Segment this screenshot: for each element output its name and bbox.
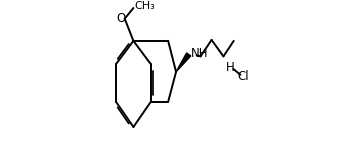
Text: O: O (117, 12, 126, 25)
Text: Cl: Cl (237, 70, 249, 83)
Text: NH: NH (191, 47, 208, 60)
Polygon shape (176, 53, 191, 72)
Text: H: H (226, 61, 235, 74)
Text: CH₃: CH₃ (135, 1, 156, 11)
